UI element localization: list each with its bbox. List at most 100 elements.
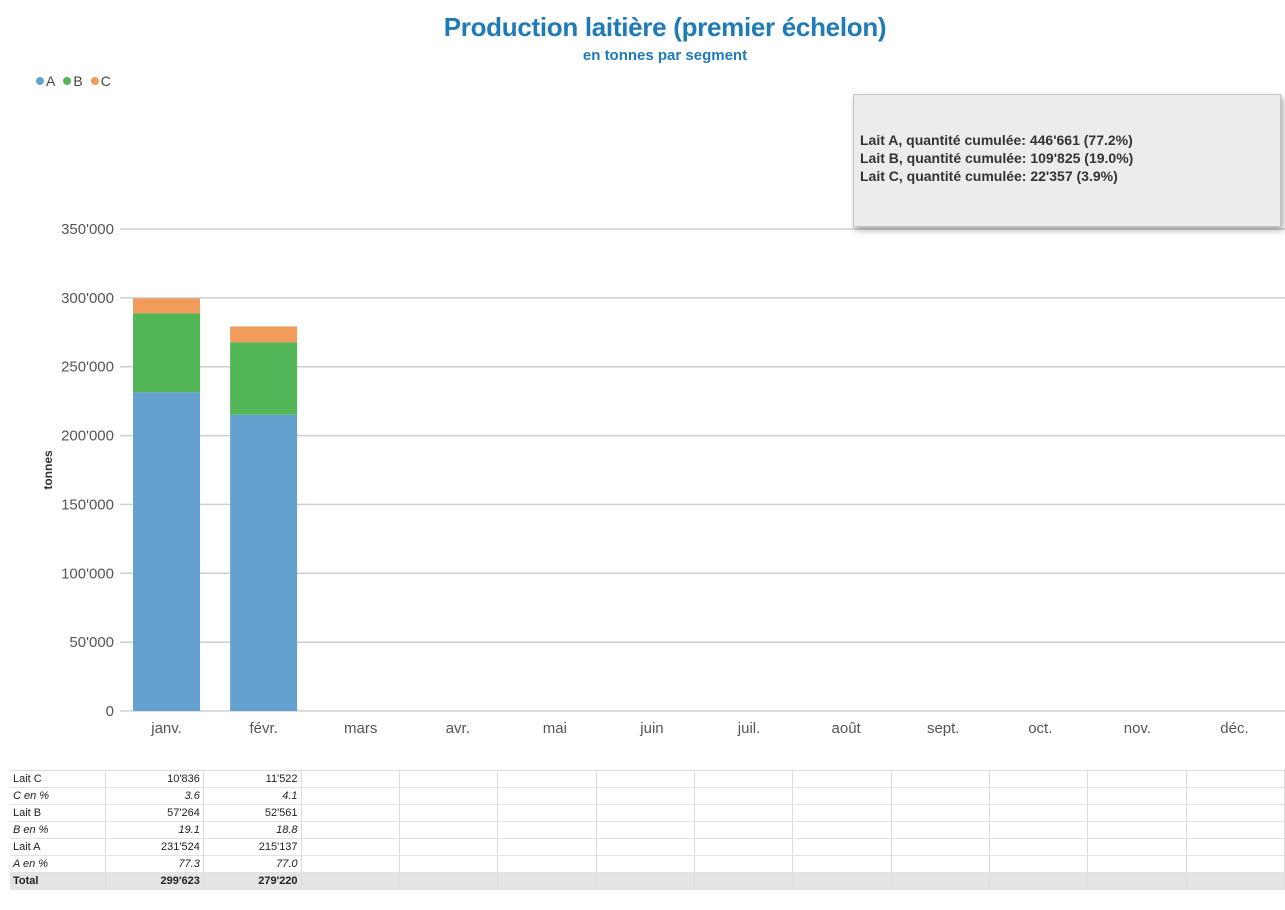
table-cell <box>989 787 1089 805</box>
legend-dot-icon <box>63 77 72 85</box>
row-label: Lait B <box>10 804 107 822</box>
y-tick-label: 50'000 <box>69 634 114 651</box>
table-cell <box>1087 838 1187 856</box>
table-cell <box>891 855 990 873</box>
bar-b <box>230 342 298 415</box>
x-tick-label: août <box>832 720 862 737</box>
bar-c <box>230 326 298 343</box>
table-cell <box>1186 821 1285 839</box>
table-cell <box>1186 770 1285 788</box>
table-cell <box>301 872 400 890</box>
y-tick-label: 300'000 <box>61 290 114 307</box>
table-cell <box>301 804 400 822</box>
row-label: Total <box>10 872 107 890</box>
x-tick-label: janv. <box>150 720 182 737</box>
table-cell: 18.8 <box>203 821 302 839</box>
table-cell <box>694 821 794 839</box>
table-cell: 52'561 <box>203 804 302 822</box>
table-cell <box>399 855 499 873</box>
y-tick-label: 150'000 <box>61 496 114 513</box>
chart-area: 0 50'000 100'000 150'000 200'000 250'000 300'0… <box>41 221 1285 737</box>
chart-title: Production laitière (premier échelon) <box>443 12 887 42</box>
legend-dot-icon <box>90 77 99 85</box>
table-cell <box>1186 804 1285 822</box>
table-cell <box>694 770 794 788</box>
table-cell <box>989 804 1089 822</box>
table-cell <box>497 838 597 856</box>
table-cell: 11'522 <box>203 770 302 788</box>
table-cell <box>694 872 794 890</box>
x-tick-label: mars <box>344 720 377 737</box>
table-cell <box>301 821 400 839</box>
table-cell <box>989 855 1089 873</box>
x-tick-label: sept. <box>927 720 960 737</box>
tooltip-line-b: Lait B, quantité cumulée: 109'825 (19.0%… <box>860 150 1134 166</box>
table-cell <box>399 838 499 856</box>
x-tick-label: juin <box>639 720 663 737</box>
legend-label: A <box>46 73 56 89</box>
table-cell <box>694 855 794 873</box>
y-axis-label: tonnes <box>41 450 55 490</box>
table-cell: 215'137 <box>203 838 302 856</box>
table-cell <box>596 872 695 890</box>
table-cell <box>497 821 597 839</box>
table-cell <box>891 787 990 805</box>
legend: A B C <box>36 73 111 89</box>
table-cell <box>1087 872 1187 890</box>
table-cell <box>399 821 499 839</box>
table-cell <box>497 770 597 788</box>
table-cell <box>792 821 892 839</box>
table-cell <box>497 804 597 822</box>
chart-subtitle: en tonnes par segment <box>582 47 748 64</box>
x-tick-label: nov. <box>1124 720 1151 737</box>
table-cell <box>596 804 695 822</box>
table-cell <box>792 855 892 873</box>
table-cell: 19.1 <box>105 821 204 839</box>
table-cell <box>792 770 892 788</box>
x-tick-label: oct. <box>1028 720 1052 737</box>
x-tick-label: mai <box>543 720 567 737</box>
row-label: C en % <box>10 787 107 805</box>
table-cell <box>399 787 499 805</box>
bar-c <box>133 298 201 314</box>
table-cell <box>497 855 597 873</box>
table-cell <box>1186 872 1285 890</box>
bar-a <box>133 392 201 711</box>
legend-item-b[interactable]: B <box>63 73 83 89</box>
table-cell <box>694 838 794 856</box>
table-cell <box>792 804 892 822</box>
table-row: Lait C 10'836 11'522 <box>10 770 1285 788</box>
tooltip-line-c: Lait C, quantité cumulée: 22'357 (3.9%) <box>860 168 1118 184</box>
table-cell <box>399 872 499 890</box>
bar-b <box>133 313 201 393</box>
table-cell: 279'220 <box>203 872 302 890</box>
table-cell <box>301 787 400 805</box>
y-tick-label: 0 <box>106 703 114 720</box>
table-cell <box>694 804 794 822</box>
table-cell: 10'836 <box>105 770 204 788</box>
table-cell <box>399 804 499 822</box>
table-row: Lait B 57'264 52'561 <box>10 804 1285 822</box>
y-tick-label: 200'000 <box>61 428 114 445</box>
legend-dot-icon <box>36 77 44 85</box>
legend-item-a[interactable]: A <box>36 73 55 89</box>
table-cell <box>792 787 892 805</box>
table-cell <box>301 770 400 788</box>
table-cell <box>989 770 1089 788</box>
table-cell <box>399 770 499 788</box>
data-table: Lait C 10'836 11'522 C en % 3.6 4.1 Lait B 57'2… <box>10 770 1285 890</box>
table-cell: 77.3 <box>105 855 204 873</box>
table-cell <box>1087 787 1187 805</box>
table-cell <box>891 872 990 890</box>
y-tick-label: 250'000 <box>61 359 114 376</box>
table-cell <box>1087 804 1187 822</box>
table-cell <box>301 855 400 873</box>
table-cell <box>596 770 695 788</box>
legend-item-c[interactable]: C <box>90 73 111 89</box>
table-cell <box>1186 838 1285 856</box>
x-tick-label: avr. <box>446 720 470 737</box>
table-cell <box>1087 770 1187 788</box>
bar-a <box>230 414 298 711</box>
table-cell <box>497 872 597 890</box>
table-cell <box>596 855 695 873</box>
